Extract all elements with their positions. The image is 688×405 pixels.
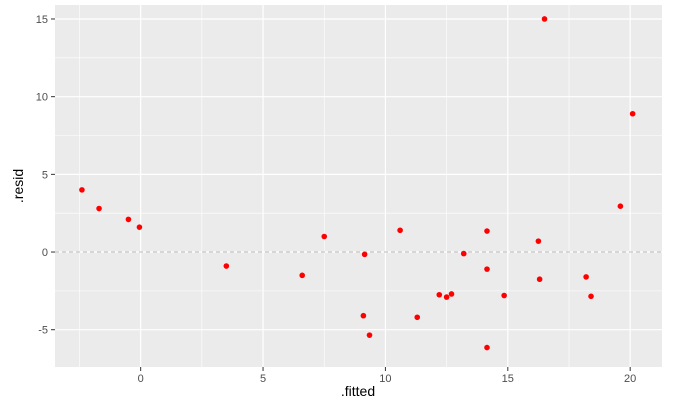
data-point <box>397 227 403 234</box>
minor-gridlines <box>55 5 662 367</box>
x-tick-label: 10 <box>379 373 391 385</box>
data-point <box>136 224 143 230</box>
data-point <box>484 344 490 351</box>
data-point <box>535 238 542 244</box>
data-point <box>541 16 548 22</box>
data-point <box>360 312 367 319</box>
x-tick-label: 5 <box>260 373 266 385</box>
y-tick-label: 10 <box>36 92 48 104</box>
data-point <box>588 293 594 300</box>
data-points <box>79 16 636 351</box>
y-tick-label: 5 <box>42 169 48 181</box>
data-point <box>79 187 85 193</box>
data-point <box>583 274 589 280</box>
plot-panel <box>55 5 662 367</box>
data-point <box>448 291 455 297</box>
data-point <box>125 216 132 223</box>
data-point <box>299 272 306 279</box>
data-point <box>460 250 467 257</box>
x-axis-title: .fitted <box>341 383 375 399</box>
data-point <box>361 251 368 258</box>
data-point <box>366 332 373 338</box>
data-point <box>484 228 490 234</box>
x-tick-label: 15 <box>502 373 514 385</box>
data-point <box>414 314 421 321</box>
data-point <box>443 294 450 300</box>
data-point <box>96 205 102 212</box>
data-point <box>536 276 543 283</box>
x-tick-label: 0 <box>138 373 144 385</box>
data-point <box>501 292 507 299</box>
x-axis-ticks: 0 5 10 15 20 <box>138 367 636 385</box>
data-point <box>617 203 624 209</box>
y-tick-label: 15 <box>36 14 48 26</box>
data-point <box>223 263 230 269</box>
y-tick-label: 0 <box>42 247 48 259</box>
y-tick-label: -5 <box>38 325 48 337</box>
y-axis-title: .resid <box>10 169 26 203</box>
y-axis-ticks: -5 0 5 10 15 <box>36 14 55 337</box>
data-point <box>629 110 636 117</box>
data-point <box>484 266 490 272</box>
data-point <box>321 233 328 240</box>
x-tick-label: 20 <box>624 373 636 385</box>
data-point <box>436 291 443 298</box>
